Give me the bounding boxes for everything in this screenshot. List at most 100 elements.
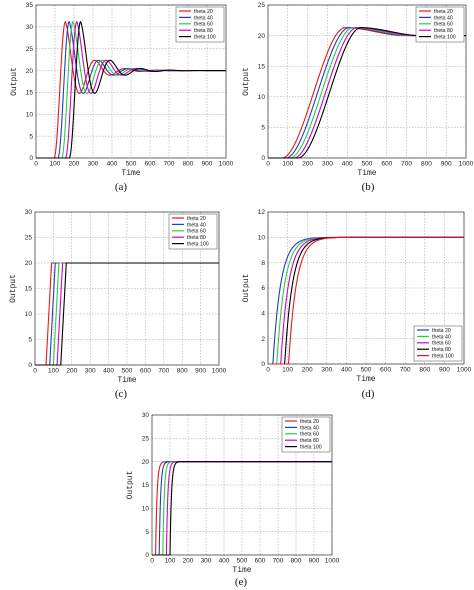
x-tick-label: 600 [140, 368, 151, 375]
y-tick-label: 25 [142, 436, 150, 443]
x-tick-label: 1000 [219, 161, 234, 168]
series-line-5 [35, 21, 227, 159]
x-tick-label: 800 [291, 558, 302, 565]
legend-label: theta 40 [194, 15, 213, 21]
y-tick-label: 25 [25, 235, 33, 242]
legend-label: theta 20 [187, 216, 206, 222]
y-tick-label: 15 [26, 90, 34, 97]
legend-label: theta 60 [432, 341, 451, 347]
x-tick-label: 500 [237, 558, 248, 565]
legend-label: theta 40 [187, 222, 206, 228]
y-tick-label: 0 [28, 362, 32, 369]
x-tick-label: 1000 [325, 558, 340, 565]
y-tick-label: 0 [145, 552, 149, 559]
y-tick-label: 5 [261, 125, 265, 132]
y-tick-label: 20 [26, 68, 34, 75]
x-tick-label: 400 [341, 367, 352, 374]
x-tick-label: 0 [150, 558, 154, 565]
x-tick-label: 900 [439, 367, 450, 374]
y-tick-label: 5 [145, 529, 149, 536]
y-axis-label: Output [9, 274, 18, 303]
legend-label: theta 80 [187, 235, 206, 241]
y-tick-label: 20 [25, 260, 33, 267]
x-tick-label: 1000 [457, 367, 472, 374]
x-tick-label: 800 [419, 367, 430, 374]
series-line-5 [151, 461, 333, 556]
legend-label: theta 100 [300, 445, 322, 451]
legend-label: theta 40 [432, 334, 451, 340]
x-tick-label: 100 [50, 161, 61, 168]
x-tick-label: 100 [282, 367, 293, 374]
legend-label: theta 40 [300, 425, 319, 431]
x-tick-label: 1000 [459, 161, 474, 168]
chart-5: 0 100 200 300 400 500 600 700 800 900 1000 0 5 10 15 20… [126, 412, 340, 588]
x-tick-label: 300 [321, 367, 332, 374]
y-tick-label: 0 [261, 361, 265, 368]
x-tick-label: 300 [201, 558, 212, 565]
y-tick-label: 5 [28, 337, 32, 344]
panel-caption: (e) [235, 576, 248, 588]
x-tick-label: 700 [400, 367, 411, 374]
x-tick-label: 900 [202, 161, 213, 168]
x-axis-label: Time [117, 376, 136, 385]
plot-frame [267, 4, 467, 159]
y-tick-label: 5 [29, 133, 33, 140]
legend-label: theta 20 [432, 328, 451, 334]
y-tick-label: 15 [258, 63, 266, 70]
y-tick-label: 10 [258, 235, 266, 242]
legend-label: theta 60 [187, 229, 206, 235]
x-tick-label: 900 [441, 161, 452, 168]
x-tick-label: 700 [401, 161, 412, 168]
x-tick-label: 400 [103, 368, 114, 375]
x-axis-label: Time [232, 566, 251, 575]
legend-label: theta 20 [300, 419, 319, 425]
x-axis-label: Time [357, 169, 376, 178]
x-tick-label: 500 [122, 368, 133, 375]
y-tick-label: 15 [142, 482, 150, 489]
y-tick-label: 0 [261, 155, 265, 162]
legend-label: theta 60 [300, 432, 319, 438]
x-tick-label: 300 [322, 161, 333, 168]
x-tick-label: 600 [381, 161, 392, 168]
x-tick-label: 500 [362, 161, 373, 168]
y-tick-label: 10 [258, 94, 266, 101]
x-tick-label: 0 [266, 367, 270, 374]
panel-caption: (a) [115, 181, 128, 193]
chart-1: 0 100 200 300 400 500 600 700 800 900 1000 0 5 10 15 20… [10, 2, 234, 193]
x-tick-label: 100 [282, 161, 293, 168]
y-tick-label: 25 [26, 46, 34, 53]
x-tick-label: 600 [255, 558, 266, 565]
y-tick-label: 15 [25, 286, 33, 293]
x-tick-label: 200 [302, 367, 313, 374]
x-tick-label: 300 [88, 161, 99, 168]
y-tick-label: 2 [261, 336, 265, 343]
x-tick-label: 800 [183, 161, 194, 168]
legend-label: theta 60 [194, 22, 213, 28]
x-tick-label: 700 [273, 558, 284, 565]
y-tick-label: 20 [258, 33, 266, 40]
legend-label: theta 60 [434, 22, 453, 28]
legend-label: theta 100 [432, 354, 454, 360]
x-tick-label: 100 [48, 368, 59, 375]
chart-4: 0 100 200 300 400 500 600 700 800 900 1000 0 2 4 6 8 10 1… [242, 209, 472, 400]
y-tick-label: 35 [26, 2, 34, 9]
y-tick-label: 8 [261, 260, 265, 267]
y-tick-label: 25 [258, 2, 266, 9]
x-tick-label: 0 [33, 368, 37, 375]
x-tick-label: 0 [34, 161, 38, 168]
plot-frame [34, 211, 220, 366]
x-tick-label: 200 [66, 368, 77, 375]
x-tick-label: 400 [107, 161, 118, 168]
x-tick-label: 500 [361, 367, 372, 374]
panel-caption: (c) [115, 388, 128, 400]
x-tick-label: 800 [177, 368, 188, 375]
legend-box [413, 325, 463, 362]
x-tick-label: 900 [309, 558, 320, 565]
legend-label: theta 80 [300, 438, 319, 444]
y-axis-label: Output [126, 471, 135, 500]
legend-label: theta 20 [434, 9, 453, 15]
x-tick-label: 200 [302, 161, 313, 168]
